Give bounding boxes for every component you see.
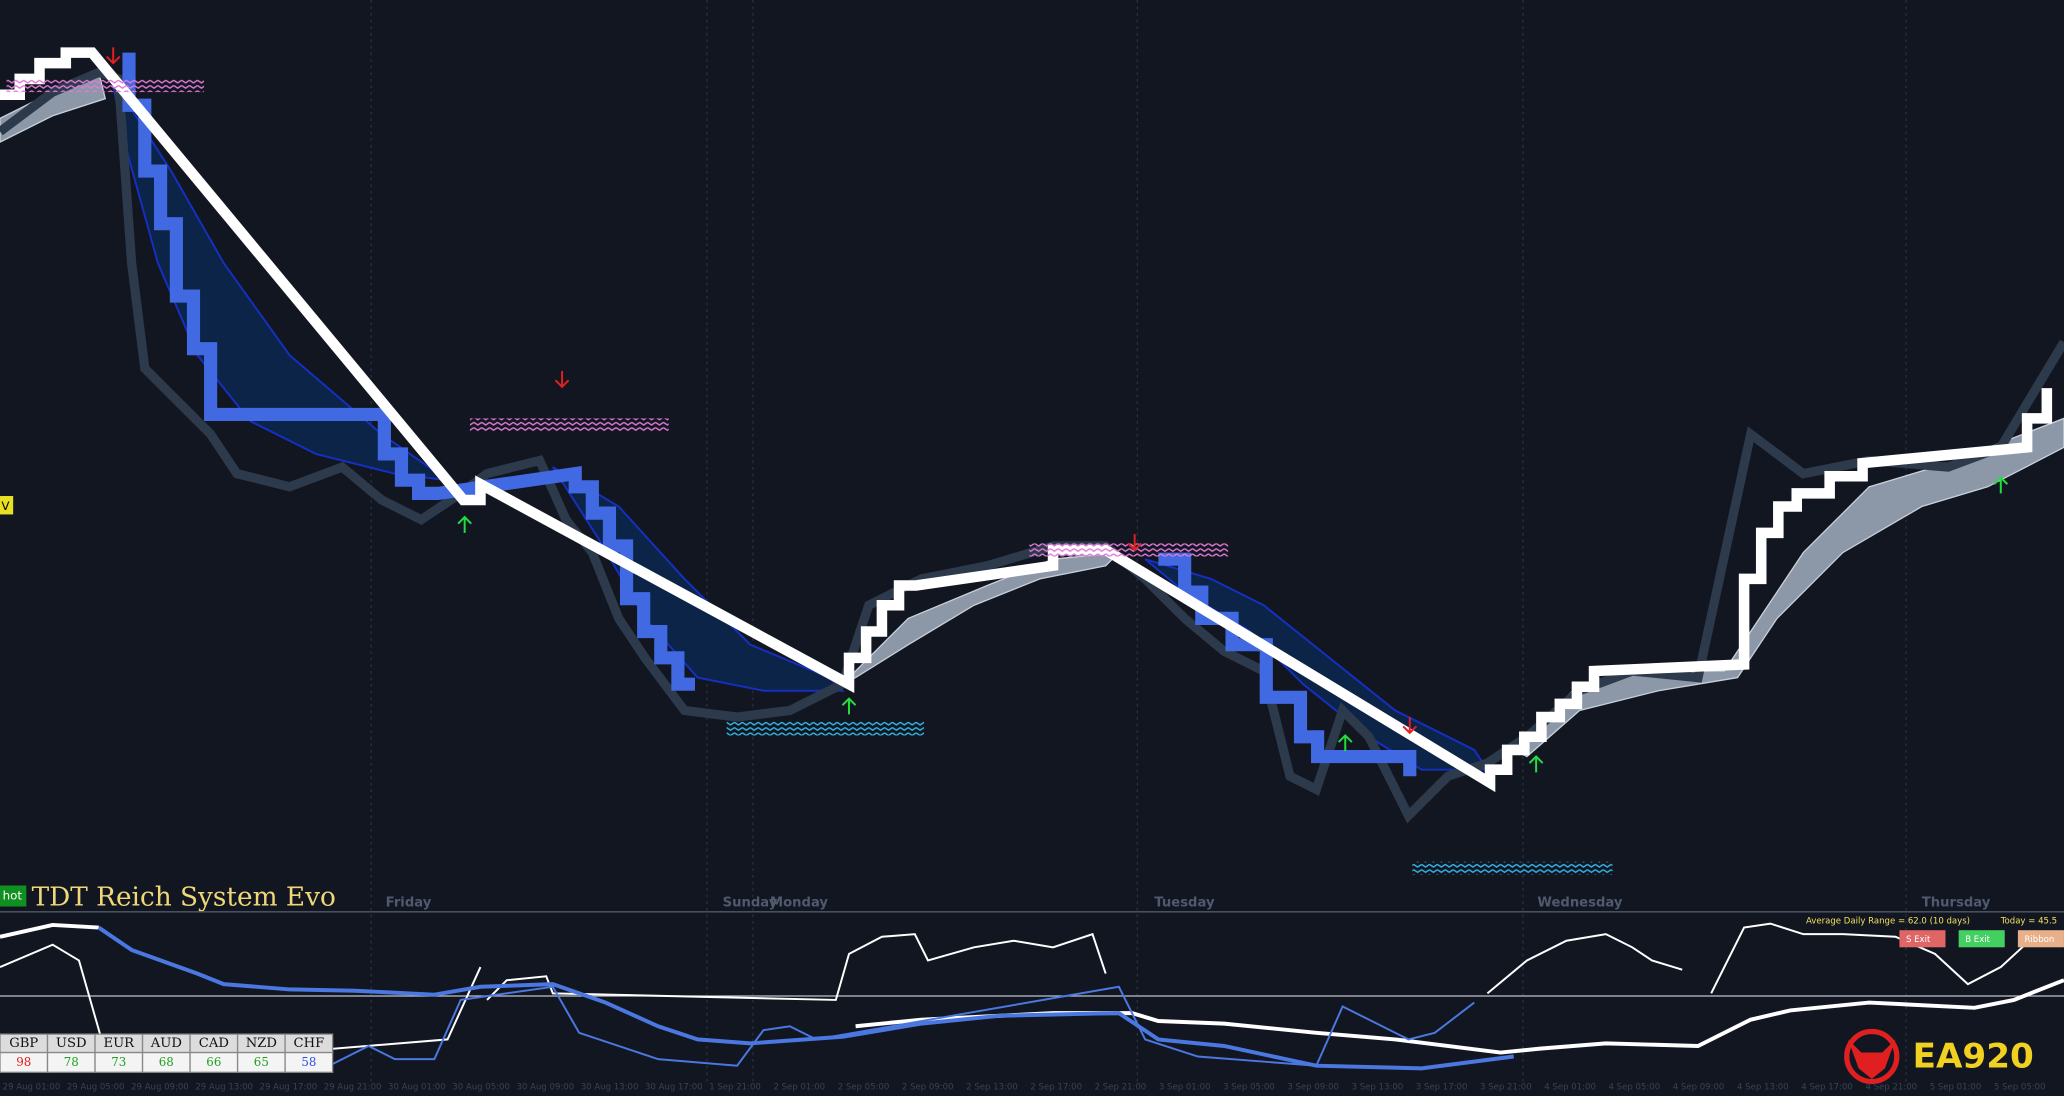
table-value-cell bbox=[284, 1051, 334, 1073]
time-label: 3 Sep 21:00 bbox=[1480, 1082, 1532, 1092]
side-marker: V bbox=[1, 499, 9, 513]
button-label[interactable]: S Exit bbox=[1906, 935, 1931, 945]
supply-zone bbox=[1029, 543, 1229, 557]
time-label: 2 Sep 01:00 bbox=[773, 1082, 825, 1092]
time-label: 3 Sep 17:00 bbox=[1416, 1082, 1468, 1092]
currency-name: CHF bbox=[294, 1036, 325, 1051]
time-label: 4 Sep 17:00 bbox=[1801, 1082, 1853, 1092]
day-label: Monday bbox=[770, 896, 828, 911]
time-label: 30 Aug 09:00 bbox=[517, 1082, 575, 1092]
time-label: 29 Aug 17:00 bbox=[260, 1082, 318, 1092]
time-label: 2 Sep 05:00 bbox=[838, 1082, 890, 1092]
time-label: 4 Sep 09:00 bbox=[1673, 1082, 1725, 1092]
demand-zone bbox=[1412, 861, 1613, 875]
time-label: 5 Sep 05:00 bbox=[1994, 1082, 2046, 1092]
buy-arrows bbox=[457, 476, 2009, 773]
logo-horns bbox=[1848, 1039, 1896, 1079]
currency-name: AUD bbox=[150, 1036, 182, 1051]
indicator-title: TDT Reich System Evo bbox=[32, 883, 336, 913]
bear-steps bbox=[122, 52, 696, 691]
time-label: 3 Sep 09:00 bbox=[1287, 1082, 1339, 1092]
strength-line-white bbox=[1710, 922, 2035, 994]
supply-zone bbox=[6, 78, 205, 93]
time-label: 3 Sep 13:00 bbox=[1352, 1082, 1404, 1092]
time-label: 1 Sep 21:00 bbox=[709, 1082, 761, 1092]
time-label: 4 Sep 13:00 bbox=[1737, 1082, 1789, 1092]
strength-line-white bbox=[0, 922, 99, 939]
time-label: 29 Aug 09:00 bbox=[131, 1082, 189, 1092]
day-label: Wednesday bbox=[1537, 896, 1622, 911]
day-label: Sunday bbox=[723, 896, 778, 911]
time-axis: 29 Aug 01:00 29 Aug 05:00 29 Aug 09:00 29 A… bbox=[3, 1082, 2046, 1092]
button[interactable]: Ribbon bbox=[2017, 930, 2064, 948]
currency-name: CAD bbox=[199, 1036, 229, 1051]
currency-name: EUR bbox=[103, 1036, 135, 1051]
time-label: 29 Aug 05:00 bbox=[67, 1082, 125, 1092]
time-label: 5 Sep 01:00 bbox=[1930, 1082, 1982, 1092]
currency-value: 66 bbox=[206, 1055, 221, 1069]
time-label: 29 Aug 13:00 bbox=[195, 1082, 253, 1092]
buttons: S Exit B Exit Ribbon bbox=[1899, 930, 2064, 948]
time-label: 4 Sep 01:00 bbox=[1544, 1082, 1596, 1092]
time-label: 4 Sep 21:00 bbox=[1865, 1082, 1917, 1092]
badge: hot bbox=[3, 888, 23, 902]
currency-name: USD bbox=[56, 1036, 87, 1051]
day-label: Tuesday bbox=[1154, 896, 1215, 911]
time-label: 3 Sep 05:00 bbox=[1223, 1082, 1275, 1092]
currency-name: NZD bbox=[246, 1036, 277, 1051]
time-label: 3 Sep 01:00 bbox=[1159, 1082, 1211, 1092]
button[interactable]: B Exit bbox=[1958, 930, 2005, 948]
logo-text: EA920 bbox=[1913, 1036, 2034, 1076]
time-label: 2 Sep 09:00 bbox=[902, 1082, 954, 1092]
time-label: 30 Aug 05:00 bbox=[452, 1082, 510, 1092]
currency-value: 78 bbox=[64, 1055, 79, 1069]
bull-steps bbox=[0, 47, 2053, 793]
badge-box bbox=[0, 885, 27, 907]
time-label: 29 Aug 01:00 bbox=[3, 1082, 61, 1092]
strength-line-white bbox=[1486, 933, 1683, 995]
currency-value: 68 bbox=[159, 1055, 174, 1069]
time-label: 30 Aug 01:00 bbox=[388, 1082, 446, 1092]
button-face[interactable] bbox=[1899, 930, 1946, 948]
strength-line-blue bbox=[328, 985, 1475, 1067]
time-label: 30 Aug 17:00 bbox=[645, 1082, 703, 1092]
side-marker-box bbox=[0, 496, 14, 515]
currency-value: 73 bbox=[111, 1055, 126, 1069]
button-face[interactable] bbox=[2017, 930, 2064, 948]
time-label: 29 Aug 21:00 bbox=[324, 1082, 382, 1092]
adr-average: Average Daily Range = 62.0 (10 days) bbox=[1806, 916, 1970, 926]
sell-arrows bbox=[105, 47, 1418, 735]
strength-line-white bbox=[486, 932, 1107, 1001]
currency-name: GBP bbox=[9, 1036, 38, 1051]
adr-today: Today = 45.5 bbox=[2000, 916, 2057, 926]
time-label: 4 Sep 05:00 bbox=[1609, 1082, 1661, 1092]
time-label: 30 Aug 13:00 bbox=[581, 1082, 639, 1092]
button-label[interactable]: Ribbon bbox=[2024, 935, 2054, 945]
day-label: Friday bbox=[386, 896, 432, 911]
demand-zone bbox=[726, 721, 925, 736]
bull-ribbon bbox=[841, 551, 1121, 685]
strength-line-blue bbox=[97, 925, 1514, 1071]
currency-value: 98 bbox=[16, 1055, 31, 1069]
currency-table: GBP 98 USD 78 EUR 73 AUD 68 CAD 66 NZD 65 CHF 58 bbox=[0, 1033, 334, 1073]
time-label: 2 Sep 13:00 bbox=[966, 1082, 1018, 1092]
button[interactable]: S Exit bbox=[1899, 930, 1946, 948]
supply-zone bbox=[469, 418, 669, 432]
button-face[interactable] bbox=[1958, 930, 2005, 948]
logo-icon bbox=[1844, 1028, 1900, 1085]
currency-value: 58 bbox=[301, 1055, 316, 1069]
time-label: 2 Sep 17:00 bbox=[1030, 1082, 1082, 1092]
button-label[interactable]: B Exit bbox=[1965, 935, 1990, 945]
currency-value: 65 bbox=[254, 1055, 269, 1069]
time-label: 2 Sep 21:00 bbox=[1095, 1082, 1147, 1092]
day-label: Thursday bbox=[1922, 896, 1991, 911]
